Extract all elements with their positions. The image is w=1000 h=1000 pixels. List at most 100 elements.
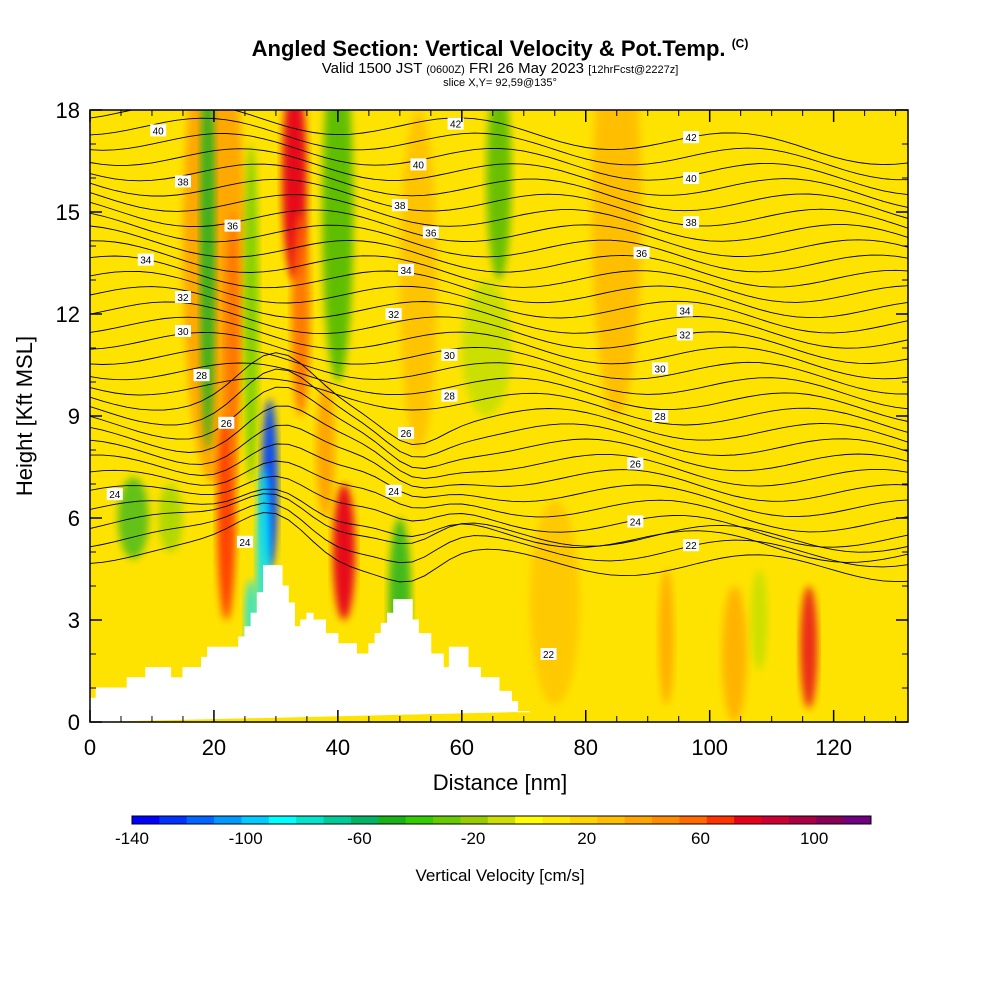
x-tick-label: 0 — [84, 735, 96, 760]
theta-contour — [90, 405, 908, 487]
colorbar-tick-label: 20 — [577, 829, 596, 848]
contour-label-text: 42 — [686, 133, 698, 144]
contour-label-text: 24 — [388, 487, 400, 498]
y-tick-label: 12 — [56, 302, 80, 327]
theta-contour — [90, 148, 908, 208]
colorbar-swatch — [761, 816, 790, 824]
contour-label-text: 22 — [686, 541, 698, 552]
contour-label-text: 32 — [177, 293, 189, 304]
contour-label-bg — [218, 416, 235, 429]
velocity-blob — [486, 110, 512, 280]
y-tick-label: 9 — [68, 404, 80, 429]
contour-label-bg — [676, 328, 693, 341]
contour-label: 38 — [683, 216, 700, 229]
y-tick-label: 0 — [68, 710, 80, 735]
colorbar-swatch — [487, 816, 516, 824]
colorbar-swatch — [843, 816, 872, 824]
velocity-blob — [800, 586, 818, 709]
valid-utc: (0600Z) — [426, 64, 465, 76]
theta-contour — [90, 178, 908, 229]
forecast-info: [12hrFcst@2227z] — [588, 64, 679, 76]
theta-contour — [90, 133, 908, 196]
contour-label-text: 30 — [444, 351, 456, 362]
theta-contour — [90, 347, 908, 410]
contour-label-text: 38 — [686, 218, 698, 229]
y-axis-label: Height [Kft MSL] — [12, 336, 37, 496]
contour-label-text: 36 — [636, 249, 648, 260]
contour-label: 36 — [422, 226, 439, 239]
colorbar-swatch — [405, 816, 434, 824]
contour-label-text: 24 — [239, 538, 251, 549]
theta-contour — [90, 493, 908, 553]
contour-label-bg — [683, 216, 700, 229]
colorbar-swatch — [515, 816, 544, 824]
contour-label-bg — [652, 410, 669, 422]
colorbar-swatch — [569, 816, 598, 824]
contour-label-text: 26 — [400, 429, 412, 440]
colorbar-swatch — [816, 816, 845, 824]
theta-contour — [90, 424, 908, 502]
colorbar-swatch — [241, 816, 270, 824]
colorbar-swatch — [597, 816, 626, 824]
velocity-blob — [291, 212, 310, 416]
title-mark: (C) — [731, 36, 749, 51]
contour-label: 36 — [224, 219, 241, 233]
theta-contour — [90, 255, 908, 319]
contour-label-text: 30 — [655, 364, 667, 375]
contour-label-bg — [224, 219, 241, 232]
contour-label-bg — [391, 199, 408, 212]
contour-label: 36 — [633, 246, 650, 260]
theta-contour — [90, 316, 908, 380]
contour-label-text: 38 — [177, 177, 189, 188]
contour-label-bg — [441, 389, 458, 402]
velocity-blob — [200, 110, 216, 450]
contour-label: 24 — [385, 484, 402, 498]
theta-contour — [90, 110, 908, 166]
title-text: Angled Section: Vertical Velocity & Pot.… — [251, 36, 726, 61]
contour-label-text: 40 — [686, 174, 698, 185]
colorbar-swatch — [542, 816, 571, 824]
theta-contour — [90, 240, 908, 303]
valid-time: Valid 1500 JST — [321, 60, 423, 77]
contour-label-text: 28 — [655, 412, 667, 423]
contour-label-text: 28 — [444, 392, 456, 403]
contour-label-bg — [106, 488, 123, 501]
x-tick-label: 20 — [202, 735, 226, 760]
contour-label-bg — [627, 457, 644, 470]
contour-label: 40 — [150, 124, 167, 137]
x-tick-label: 120 — [815, 735, 852, 760]
theta-contour — [90, 460, 908, 533]
x-tick-label: 80 — [574, 735, 598, 760]
colorbar-tick-label: 100 — [800, 829, 828, 848]
y-tick-label: 18 — [56, 98, 80, 123]
contour-label: 34 — [398, 263, 415, 277]
contour-label-bg — [540, 648, 557, 660]
colorbar-swatch — [132, 816, 160, 824]
theta-contour — [90, 212, 908, 273]
chart-title: Angled Section: Vertical Velocity & Pot.… — [0, 36, 1000, 62]
colorbar-frame — [131, 815, 872, 825]
contour-label-bg — [410, 158, 427, 171]
contour-label: 30 — [441, 348, 458, 362]
contour-label: 28 — [193, 369, 210, 382]
contour-label-text: 36 — [227, 222, 239, 233]
contour-label-bg — [422, 226, 439, 239]
contour-label: 42 — [447, 117, 464, 131]
contour-label-text: 34 — [400, 266, 412, 277]
chart-subtitle: Valid 1500 JST (0600Z) FRI 26 May 2023 [… — [0, 60, 1000, 77]
contour-label-text: 22 — [543, 650, 555, 661]
contour-label-text: 30 — [177, 327, 189, 338]
theta-contour — [90, 377, 908, 433]
contour-label-text: 34 — [140, 256, 152, 267]
contour-label: 40 — [683, 172, 700, 185]
contour-label: 24 — [106, 488, 123, 501]
contour-label: 28 — [441, 389, 458, 403]
terrain — [90, 565, 530, 722]
contour-label-bg — [683, 539, 700, 552]
contour-label-bg — [174, 291, 191, 303]
theta-contour — [90, 163, 908, 219]
contour-label-bg — [652, 362, 669, 375]
theta-contour — [90, 117, 908, 181]
theta-contour — [90, 192, 908, 242]
